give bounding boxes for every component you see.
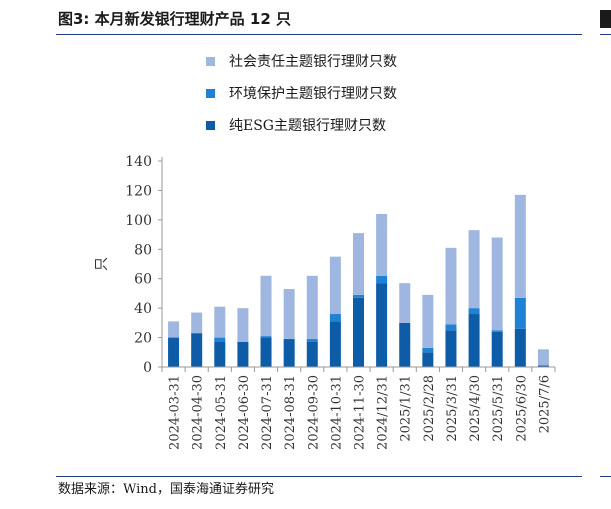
x-tick-label: 2024/12/31 (376, 375, 391, 450)
legend-label-social: 社会责任主题银行理财只数 (229, 54, 397, 70)
legend-item-social: 社会责任主题银行理财只数 (206, 52, 397, 70)
y-tick-label: 100 (125, 213, 152, 229)
x-tick-label: 2024-05-31 (214, 375, 229, 450)
bar-segment-2 (491, 237, 503, 331)
x-tick-label: 2024-09-30 (306, 375, 321, 450)
bar-segment-1 (353, 294, 364, 298)
bar-segment-1 (376, 275, 388, 284)
legend-swatch-social (206, 56, 215, 66)
bar-segment-1 (306, 339, 318, 342)
x-tick-label: 2025/1/31 (399, 375, 414, 442)
bar-segment-0 (422, 352, 434, 367)
bar-segment-2 (422, 294, 434, 348)
adjacent-source-divider (600, 476, 611, 477)
bar-segment-2 (353, 233, 364, 295)
y-tick-label: 60 (134, 272, 152, 288)
bar-segment-1 (468, 308, 480, 315)
bar-segment-0 (214, 341, 226, 367)
bar-segment-1 (491, 330, 503, 332)
y-tick-label: 0 (143, 360, 152, 376)
bar-series-group (168, 194, 549, 367)
x-tick-label: 2025/4/30 (468, 375, 483, 442)
chart-legend: 社会责任主题银行理财只数 环境保护主题银行理财只数 纯ESG主题银行理财只数 (206, 52, 397, 148)
bar-segment-1 (445, 324, 457, 331)
x-tick-label: 2024-07-31 (260, 375, 275, 450)
x-tick-label: 2024-04-30 (191, 375, 206, 450)
x-tick-label: 2024-11-30 (353, 375, 368, 450)
bar-segment-2 (514, 194, 526, 298)
y-tick-label: 140 (125, 154, 152, 170)
x-tick-label: 2025/6/30 (514, 375, 529, 442)
bar-segment-0 (306, 341, 318, 367)
bar-segment-0 (191, 333, 203, 367)
bar-segment-2 (237, 308, 249, 342)
bar-segment-2 (376, 213, 388, 276)
bar-segment-0 (537, 365, 549, 367)
x-tick-label: 2024-06-30 (237, 375, 252, 450)
bar-segment-2 (168, 321, 180, 338)
bar-segment-1 (260, 336, 272, 338)
legend-item-esg: 纯ESG主题银行理财只数 (206, 116, 397, 134)
bar-segment-0 (445, 330, 457, 367)
bar-segment-0 (168, 337, 180, 367)
bar-segment-2 (191, 312, 203, 334)
legend-label-environment: 环境保护主题银行理财只数 (229, 86, 397, 102)
bar-segment-0 (329, 321, 341, 367)
bar-segment-1 (422, 347, 434, 353)
bar-segment-2 (306, 275, 318, 340)
bar-segment-1 (214, 337, 226, 342)
y-tick-label: 40 (134, 301, 152, 317)
x-tick-label: 2024-10-31 (329, 375, 344, 450)
legend-swatch-environment (206, 88, 215, 98)
bar-segment-0 (491, 331, 503, 367)
x-tick-label: 2025/7/6 (537, 375, 552, 433)
bar-segment-0 (260, 337, 272, 367)
bar-segment-0 (283, 339, 295, 367)
y-axis: 0 20 40 60 80 100 120 140 只 (94, 154, 163, 376)
y-axis-title: 只 (94, 257, 110, 271)
bar-segment-1 (329, 314, 341, 322)
bar-segment-0 (376, 283, 388, 367)
x-tick-label: 2025/3/31 (445, 375, 460, 442)
source-divider (56, 476, 582, 477)
adjacent-figure-fragment (600, 10, 611, 28)
y-tick-label: 80 (134, 242, 152, 258)
title-divider (56, 34, 582, 35)
adjacent-title-divider (600, 34, 611, 35)
y-tick-label: 120 (125, 183, 152, 199)
bar-segment-0 (353, 297, 364, 367)
x-tick-label: 2025/5/31 (491, 375, 506, 442)
bar-segment-1 (514, 297, 526, 329)
x-tick-label: 2024-03-31 (168, 375, 183, 450)
bar-segment-2 (445, 247, 457, 325)
bar-segment-0 (399, 322, 411, 367)
x-tick-label: 2024-08-31 (283, 375, 298, 450)
bar-segment-2 (468, 230, 480, 309)
bar-segment-2 (214, 306, 226, 338)
figure-title: 图3: 本月新发银行理财产品 12 只 (58, 10, 291, 28)
legend-label-esg: 纯ESG主题银行理财只数 (229, 118, 386, 134)
bar-segment-2 (329, 256, 341, 315)
bar-segment-2 (399, 283, 411, 323)
x-axis: 2024-03-31 2024-04-30 2024-05-31 2024-06-30… (161, 366, 556, 450)
legend-item-environment: 环境保护主题银行理财只数 (206, 84, 397, 102)
bar-segment-0 (468, 314, 480, 367)
bar-segment-2 (537, 349, 549, 366)
bar-segment-2 (260, 275, 272, 337)
legend-swatch-esg (206, 120, 215, 130)
bar-segment-0 (237, 341, 249, 367)
x-tick-label: 2025/2/28 (422, 375, 437, 442)
data-source-note: 数据来源：Wind，国泰海通证券研究 (58, 482, 274, 497)
bar-segment-0 (514, 328, 526, 367)
bar-segment-2 (283, 289, 295, 340)
y-tick-label: 20 (134, 331, 152, 347)
